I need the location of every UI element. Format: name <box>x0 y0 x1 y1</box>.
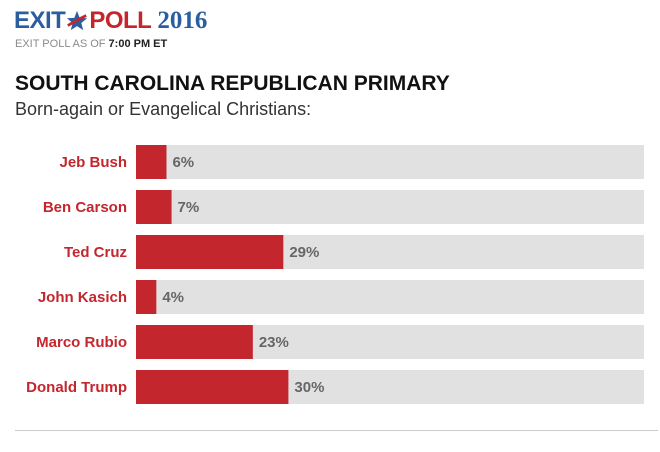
timestamp-time: 7:00 PM ET <box>108 38 168 50</box>
bar <box>136 235 284 269</box>
bar-track <box>136 145 644 179</box>
star-icon <box>67 10 88 31</box>
data-label: 7% <box>178 199 200 216</box>
data-label: 23% <box>259 334 289 351</box>
logo-poll-text: POLL <box>89 7 152 34</box>
exit-poll-timestamp: EXIT POLL AS OF 7:00 PM ET <box>15 38 167 50</box>
bar <box>136 145 167 179</box>
chart-subtitle: Born-again or Evangelical Christians: <box>15 99 312 119</box>
category-label: Donald Trump <box>26 379 127 396</box>
bar-track <box>136 190 644 224</box>
category-label: Ben Carson <box>43 199 127 216</box>
category-label: Ted Cruz <box>64 244 127 261</box>
category-label: Jeb Bush <box>59 154 127 171</box>
bar <box>136 190 172 224</box>
exit-poll-logo: EXIT POLL 2016 <box>14 7 208 34</box>
bar-track <box>136 280 644 314</box>
data-label: 29% <box>289 244 319 261</box>
category-label: Marco Rubio <box>36 334 127 351</box>
bar <box>136 280 157 314</box>
data-label: 30% <box>294 379 324 396</box>
bar <box>136 325 253 359</box>
bar <box>136 370 289 404</box>
chart-title: SOUTH CAROLINA REPUBLICAN PRIMARY <box>15 72 450 95</box>
data-label: 4% <box>162 289 184 306</box>
data-label: 6% <box>172 154 194 171</box>
bottom-divider <box>15 430 658 431</box>
logo-exit-text: EXIT <box>14 7 66 34</box>
timestamp-prefix: EXIT POLL AS OF <box>15 38 109 50</box>
logo-year: 2016 <box>157 7 208 34</box>
category-label: John Kasich <box>38 289 127 306</box>
